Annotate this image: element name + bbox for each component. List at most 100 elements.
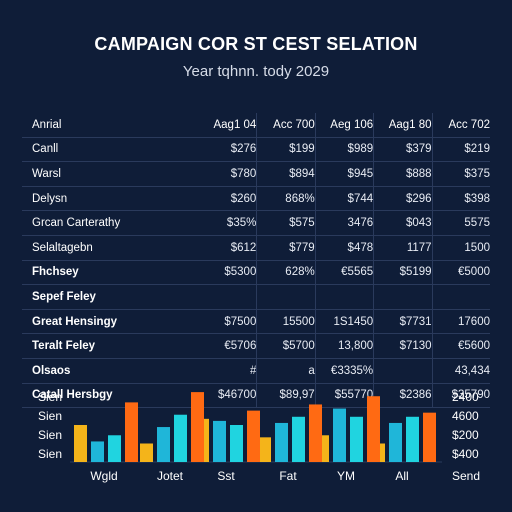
bar <box>309 404 322 462</box>
table-cell: $260 <box>198 186 258 212</box>
table-corner-label: Anrial <box>22 113 199 138</box>
table-header-row: Anrial Aag1 04 Acc 700 Aeg 106 Aag1 80 A… <box>22 113 490 138</box>
row-label: Canll <box>22 137 199 163</box>
table-row: Sepef Feley <box>22 284 490 310</box>
bar <box>258 437 271 462</box>
table-cell: $89,97 <box>256 383 316 409</box>
row-label: Delysn <box>22 186 199 212</box>
y-tick-label-right: $400 <box>452 447 479 461</box>
chart-title: CAMPAIGN COR ST CEST SELATION <box>94 34 418 54</box>
table-cell: $780 <box>198 161 258 187</box>
table-cell: $5300 <box>198 260 258 286</box>
table-cell: $478 <box>315 235 375 261</box>
table-cell: €5706 <box>198 333 258 359</box>
y-tick-label-right: 2400 <box>452 390 479 404</box>
table-cell: $5199 <box>373 260 433 286</box>
table-row: Olsaos # a €3335% 43,434 <box>22 358 490 384</box>
bar <box>91 441 104 462</box>
bar-chart: Sien Sien Sien Sien 2400 4600 $200 $400 Wgld Jote… <box>38 390 480 483</box>
bar <box>406 416 419 462</box>
table-cell <box>256 284 316 310</box>
table-row: Teralt Feley €5706 $5700 13,800 $7130 €5600 <box>22 333 490 359</box>
table-cell: $379 <box>373 137 433 163</box>
column-header: Aag1 80 <box>373 113 433 138</box>
y-tick-label-left: Sien <box>38 447 62 461</box>
table-row: Selaltagebn $612 $779 $478 1177 1500 <box>22 235 490 261</box>
bar <box>140 443 153 462</box>
table-cell: 868% <box>256 186 316 212</box>
table-cell: $7500 <box>198 309 258 335</box>
chart-subtitle: Year tqhnn. tody 2029 <box>182 63 330 80</box>
y-tick-label-left: Sien <box>38 428 62 442</box>
table-cell: $398 <box>432 186 490 212</box>
row-label: Olsaos <box>22 358 199 384</box>
table-cell: $612 <box>198 235 258 261</box>
table-cell: $35% <box>198 210 258 236</box>
table-row: Delysn $260 868% $744 $296 $398 <box>22 186 490 212</box>
table-cell: $575 <box>256 210 316 236</box>
row-label: Fhchsey <box>22 260 199 286</box>
table-cell: 17600 <box>432 309 490 335</box>
bar <box>247 410 260 462</box>
table-cell <box>315 284 375 310</box>
x-tick-label: Fat <box>279 469 297 483</box>
column-header: Aeg 106 <box>315 113 375 138</box>
row-label: Grcan Carterathy <box>22 210 199 236</box>
y-tick-label-right: 4600 <box>452 409 479 423</box>
table-cell: $888 <box>373 161 433 187</box>
table-cell: 3476 <box>315 210 375 236</box>
table-cell: $55770 <box>315 383 375 409</box>
table-cell <box>432 284 490 310</box>
bar <box>275 422 288 462</box>
table-row: Grcan Carterathy $35% $575 3476 $043 5575 <box>22 210 490 236</box>
table-cell: €3335% <box>315 358 375 384</box>
bar <box>174 414 187 462</box>
row-label: Teralt Feley <box>22 333 199 359</box>
table-row: Catall Hersbgy $46700 $89,97 $55770 $2386 $35… <box>22 383 490 409</box>
table-cell: 1S1450 <box>315 309 375 335</box>
table-cell: $989 <box>315 137 375 163</box>
table-cell: # <box>198 358 258 384</box>
table-cell: 13,800 <box>315 333 375 359</box>
x-tick-label: YM <box>337 469 355 483</box>
column-header: Acc 700 <box>256 113 316 138</box>
table-cell: $744 <box>315 186 375 212</box>
bar <box>125 402 138 462</box>
table-cell: 1177 <box>373 235 433 261</box>
table-cell: 1500 <box>432 235 490 261</box>
table-cell: $7731 <box>373 309 433 335</box>
x-tick-label: Jotet <box>157 469 184 483</box>
bar <box>367 396 380 462</box>
table-cell: $35790 <box>432 383 490 409</box>
x-tick-label: Sst <box>217 469 235 483</box>
table-cell: 15500 <box>256 309 316 335</box>
table-cell: $894 <box>256 161 316 187</box>
table-cell: $7130 <box>373 333 433 359</box>
table-cell <box>198 284 258 310</box>
table-row: Warsl $780 $894 $945 $888 $375 <box>22 161 490 187</box>
table-cell: $779 <box>256 235 316 261</box>
bar <box>74 425 87 462</box>
table-cell: €5565 <box>315 260 375 286</box>
bar <box>230 425 243 462</box>
table-cell: $945 <box>315 161 375 187</box>
table-cell <box>373 284 433 310</box>
table-row: Canll $276 $199 $989 $379 $219 <box>22 137 490 163</box>
y-tick-label-left: Sien <box>38 390 62 404</box>
bar <box>333 408 346 462</box>
table-cell: $219 <box>432 137 490 163</box>
y-tick-label-right: $200 <box>452 428 479 442</box>
table-row: Great Hensingy $7500 15500 1S1450 $7731 17600 <box>22 309 490 335</box>
bar <box>191 392 204 462</box>
table-cell: $375 <box>432 161 490 187</box>
bar <box>292 416 305 462</box>
x-tick-label: All <box>395 469 408 483</box>
table-cell: €5600 <box>432 333 490 359</box>
table-cell: $5700 <box>256 333 316 359</box>
table-cell: $276 <box>198 137 258 163</box>
bar <box>423 412 436 462</box>
table-cell: $46700 <box>198 383 258 409</box>
x-tick-label: Wgld <box>90 469 117 483</box>
table-cell: $043 <box>373 210 433 236</box>
row-label: Selaltagebn <box>22 235 199 261</box>
